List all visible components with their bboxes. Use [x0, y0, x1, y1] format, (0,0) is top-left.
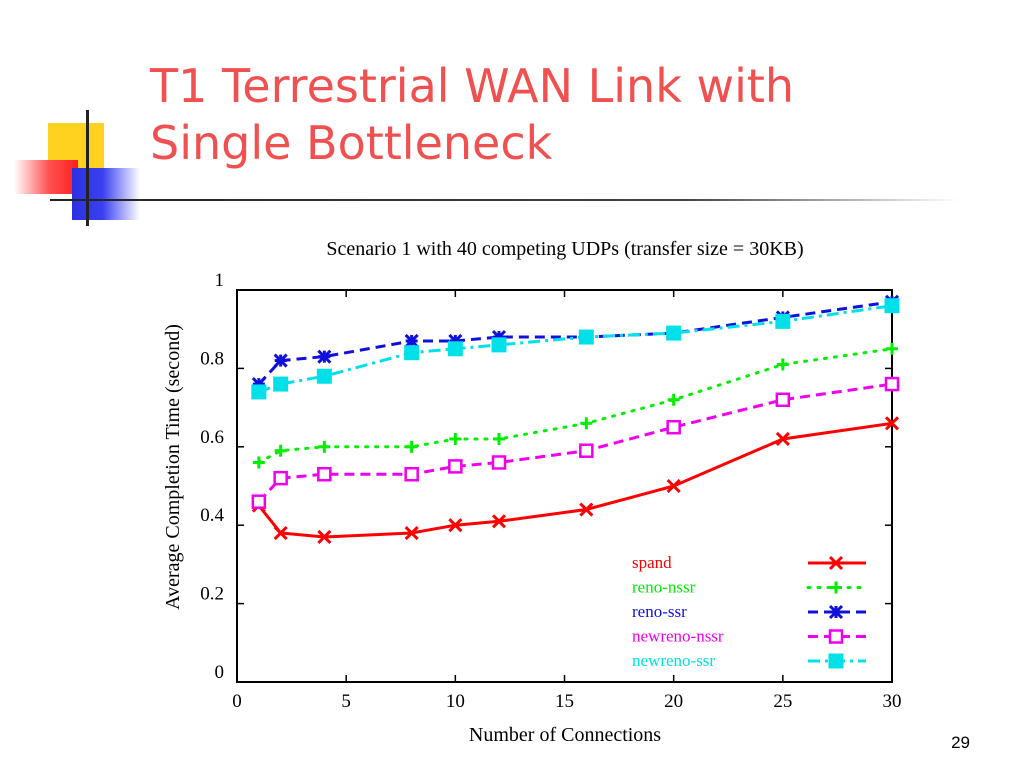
slide-title-line-2: Single Bottleneck: [150, 116, 553, 170]
legend: spand reno-nssr reno-ssr newreno-nssr newren…: [632, 553, 868, 670]
y-tick-label: 0.8: [200, 348, 224, 369]
data-point-marker: [886, 342, 898, 355]
title-underline: [50, 199, 960, 201]
data-point-marker: [316, 368, 332, 384]
data-point-marker: [666, 419, 681, 435]
axis-ticks: 0 5 10 15 20 25 30 0 0.2 0.4 0.6 0.8 1: [200, 270, 901, 712]
data-point-marker: [667, 393, 680, 406]
data-point-marker: [828, 604, 844, 620]
x-tick-label: 30: [883, 691, 902, 712]
data-point-marker: [775, 431, 790, 447]
data-point-marker: [666, 325, 682, 341]
chart-title: Scenario 1 with 40 competing UDPs (trans…: [326, 238, 803, 260]
x-tick-label: 0: [232, 691, 242, 712]
data-point-marker: [318, 440, 331, 453]
data-point-marker: [252, 456, 265, 469]
decor-red-bar: [14, 160, 78, 194]
legend-label-spand: spand: [632, 553, 672, 572]
data-point-marker: [580, 417, 593, 430]
data-point-marker: [775, 313, 791, 329]
series-line-newreno-nssr: [257, 382, 893, 503]
data-point-marker: [449, 432, 462, 445]
data-point-marker: [273, 376, 289, 392]
legend-label-newreno-nssr: newreno-nssr: [632, 627, 724, 646]
slide-title: T1 Terrestrial WAN Link with Single Bott…: [150, 58, 970, 172]
data-point-marker: [317, 529, 332, 545]
data-point-marker: [274, 444, 287, 457]
decor-blue-square: [72, 168, 140, 220]
data-point-marker: [448, 518, 463, 533]
data-point-marker: [491, 337, 507, 353]
series-reno-nssr: [252, 342, 898, 469]
data-point-marker: [404, 466, 419, 482]
x-tick-label: 25: [773, 691, 792, 712]
data-point-marker: [830, 581, 842, 594]
series-line-reno-nssr: [257, 347, 894, 464]
y-axis-label: Average Completion Time (second): [162, 324, 184, 610]
data-point-marker: [405, 440, 418, 453]
data-point-marker: [404, 333, 419, 349]
data-point-marker: [884, 376, 900, 392]
x-axis-label: Number of Connections: [469, 724, 661, 746]
data-point-marker: [447, 341, 463, 357]
series-line-reno-ssr: [257, 300, 893, 386]
y-tick-label: 1: [215, 270, 225, 291]
data-point-marker: [251, 384, 267, 400]
data-point-marker: [448, 459, 463, 474]
series-line-spand: [257, 421, 893, 539]
data-point-marker: [776, 358, 789, 371]
plot-frame: [236, 289, 893, 683]
data-point-marker: [493, 432, 505, 445]
data-point-marker: [828, 555, 844, 571]
data-point-marker: [579, 502, 594, 517]
data-point-marker: [666, 478, 681, 494]
data-point-marker: [273, 470, 288, 486]
data-point-marker: [579, 443, 594, 458]
slide-title-line-1: T1 Terrestrial WAN Link with: [150, 59, 795, 113]
data-point-marker: [491, 514, 507, 529]
data-point-marker: [775, 392, 791, 408]
data-point-marker: [251, 494, 267, 509]
data-point-marker: [828, 653, 844, 669]
data-point-marker: [404, 345, 420, 361]
y-tick-label: 0.4: [200, 505, 224, 526]
data-point-marker: [273, 353, 288, 368]
legend-label-reno-ssr: reno-ssr: [632, 602, 687, 621]
data-point-marker: [273, 525, 288, 541]
series-reno-ssr: [251, 294, 900, 392]
y-tick-label: 0.6: [200, 427, 224, 448]
data-point-marker: [317, 466, 332, 482]
data-point-marker: [828, 629, 844, 644]
series-spand: [251, 416, 900, 545]
series-newreno-ssr: [251, 298, 900, 400]
data-point-marker: [884, 298, 900, 314]
page-number: 29: [951, 733, 970, 752]
data-point-marker: [404, 525, 419, 541]
decor-vertical-line: [86, 110, 89, 226]
y-tick-label: 0.2: [200, 584, 224, 605]
legend-label-reno-nssr: reno-nssr: [632, 578, 696, 597]
series-newreno-nssr: [251, 376, 900, 509]
legend-label-newreno-ssr: newreno-ssr: [632, 651, 715, 670]
data-point-marker: [491, 455, 507, 470]
x-tick-label: 20: [664, 691, 683, 712]
y-tick-label: 0: [215, 662, 225, 683]
x-tick-label: 5: [341, 691, 351, 712]
series-line-newreno-ssr: [258, 304, 893, 394]
data-point-marker: [884, 416, 900, 431]
series-layer: [251, 294, 900, 545]
x-tick-label: 10: [446, 691, 465, 712]
data-point-marker: [317, 349, 332, 364]
x-tick-label: 15: [555, 691, 574, 712]
data-point-marker: [578, 329, 594, 345]
